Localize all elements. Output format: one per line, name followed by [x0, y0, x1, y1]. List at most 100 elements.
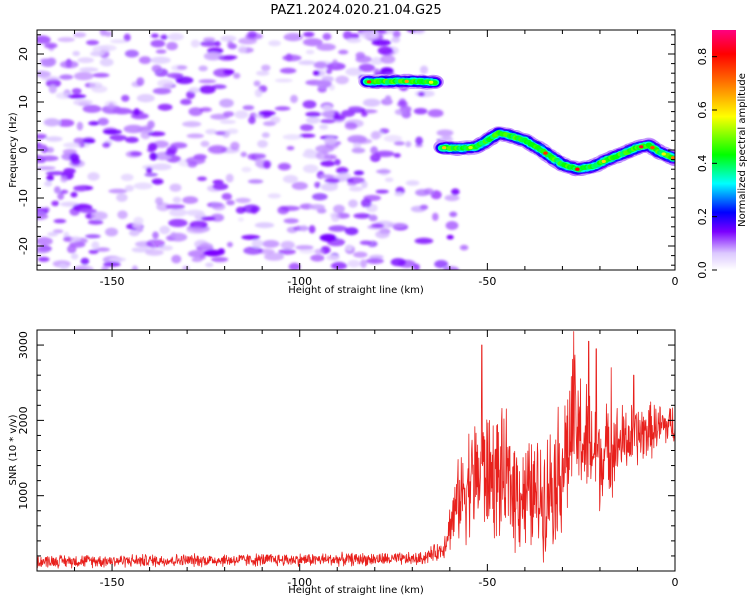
spectrogram-noise-blob: [59, 60, 79, 69]
spectrogram-noise-blob: [423, 188, 434, 195]
spectrogram-noise-blob: [186, 209, 205, 216]
spectrogram-noise-blob: [345, 67, 362, 76]
spectrogram-noise-blob: [358, 109, 378, 114]
spectrogram-noise-blob: [182, 121, 202, 128]
spectrogram-noise-blob: [365, 258, 384, 264]
spectrogram-noise-blob: [267, 193, 281, 199]
spectrogram-noise-blob: [446, 234, 454, 240]
spectrogram-noise-blob: [207, 145, 228, 154]
spectrogram-noise-blob: [44, 42, 58, 49]
spectrogram-noise-blob: [241, 166, 252, 173]
spectrogram-noise-blob: [199, 107, 212, 112]
spectrogram-noise-blob: [223, 111, 235, 117]
spectrogram-noise-blob: [353, 170, 365, 176]
spectrogram-noise-blob: [332, 59, 338, 67]
spectrogram-track-2-peak: [650, 146, 655, 150]
spectrogram-noise-blob: [234, 110, 249, 119]
spectrogram-noise-blob: [124, 49, 139, 58]
spectrogram-noise-blob: [57, 192, 65, 200]
spectrogram-track-2-peak: [543, 151, 548, 155]
spectrogram-noise-blob: [149, 152, 158, 161]
spectrogram-noise-blob: [172, 196, 182, 204]
spectrogram-noise-blob: [218, 55, 235, 61]
spectrogram-noise-blob: [45, 79, 62, 88]
spectrogram-noise-blob: [444, 194, 460, 202]
spectrogram-noise-blob: [320, 111, 335, 117]
spectrogram-noise-blob: [226, 200, 235, 206]
spectrogram-noise-blob: [131, 265, 139, 270]
spectrogram-noise-blob: [380, 54, 396, 64]
spectrogram-noise-blob: [200, 140, 210, 147]
spectrogram-noise-blob: [156, 202, 171, 212]
snr-x-label: Height of straight line (km): [288, 585, 424, 596]
spectrogram-y-label: Frequency (Hz): [8, 112, 19, 188]
spectrogram-noise-blob: [56, 119, 75, 127]
spectrogram-noise-blob: [328, 225, 348, 232]
spectrogram-noise-blob: [167, 33, 184, 41]
spectrogram-noise-blob: [300, 224, 308, 232]
spectrogram-noise-blob: [264, 252, 285, 261]
colorbar-tick-label: 0.6: [696, 101, 709, 119]
y-tick-label: 3000: [17, 331, 30, 359]
spectrogram-noise-blob: [377, 30, 387, 35]
spectrogram-track-2-peak: [442, 146, 447, 150]
x-tick-label: -100: [287, 576, 312, 589]
spectrogram-noise-blob: [101, 265, 109, 270]
spectrogram-noise-blob: [41, 76, 60, 81]
spectrogram-noise-blob: [157, 79, 174, 88]
spectrogram-noise-blob: [37, 143, 47, 150]
spectrogram-track-2-peak: [639, 145, 644, 149]
spectrogram-noise-blob: [459, 244, 469, 251]
spectrogram-noise-blob: [394, 108, 407, 116]
spectrogram-noise-blob: [254, 153, 266, 159]
spectrogram-noise-blob: [313, 61, 327, 69]
spectrogram-noise-blob: [449, 211, 458, 218]
spectrogram-noise-blob: [344, 227, 359, 236]
spectrogram-noise-blob: [37, 70, 51, 78]
spectrogram-noise-blob: [277, 206, 290, 215]
spectrogram-noise-blob: [376, 169, 391, 174]
spectrogram-noise-blob: [63, 142, 81, 148]
spectrogram-noise-blob: [338, 49, 349, 55]
spectrogram-noise-blob: [200, 216, 216, 221]
spectrogram-noise-blob: [211, 84, 227, 89]
spectrogram-noise-blob: [320, 160, 336, 167]
spectrogram-noise-blob: [48, 84, 57, 94]
spectrogram-noise-blob: [151, 163, 172, 171]
spectrogram-noise-blob: [165, 149, 177, 156]
spectrogram-noise-blob: [353, 251, 368, 258]
spectrogram-noise-blob: [199, 40, 219, 47]
spectrogram-noise-blob: [166, 41, 178, 51]
colorbar: 0.0 0.2 0.4 0.6 0.8 Normalized spectral ampl…: [696, 30, 748, 279]
spectrogram-noise-blob: [147, 120, 155, 129]
spectrogram-noise-blob: [69, 153, 80, 162]
spectrogram-noise-blob: [198, 65, 208, 72]
spectrogram-noise-blob: [157, 103, 173, 111]
spectrogram-noise-blob: [360, 259, 367, 269]
snr-axes: -150 -100 -50 0 1000 2000 3000: [17, 329, 679, 589]
spectrogram-noise-blob: [85, 234, 101, 239]
spectrogram-noise-blob: [69, 241, 86, 248]
spectrogram-noise-blob: [370, 131, 381, 140]
spectrogram-noise-blob: [77, 57, 94, 64]
spectrogram-noise-blob: [282, 134, 302, 140]
spectrogram-noise-blob: [348, 199, 358, 208]
spectrogram-noise-blob: [299, 133, 316, 138]
x-tick-label: -150: [100, 576, 125, 589]
spectrogram-noise-blob: [247, 30, 257, 38]
spectrogram-noise-blob: [151, 64, 162, 73]
spectrogram-noise-blob: [279, 67, 297, 74]
spectrogram-noise-blob: [70, 253, 79, 260]
spectrogram-noise-blob: [361, 180, 368, 189]
spectrogram-noise-blob: [331, 213, 340, 222]
spectrogram-noise-blob: [256, 70, 270, 76]
spectrogram-noise-blob: [353, 213, 371, 219]
spectrogram-noise-blob: [151, 178, 164, 185]
spectrogram-noise-blob: [186, 133, 204, 139]
spectrogram-noise-blob: [59, 74, 74, 80]
spectrogram-noise-blob: [125, 136, 139, 143]
spectrogram-noise-blob: [336, 166, 349, 175]
spectrogram-noise-blob: [413, 108, 428, 115]
spectrogram-noise-blob: [270, 116, 281, 124]
spectrogram-noise-blob: [414, 237, 434, 244]
